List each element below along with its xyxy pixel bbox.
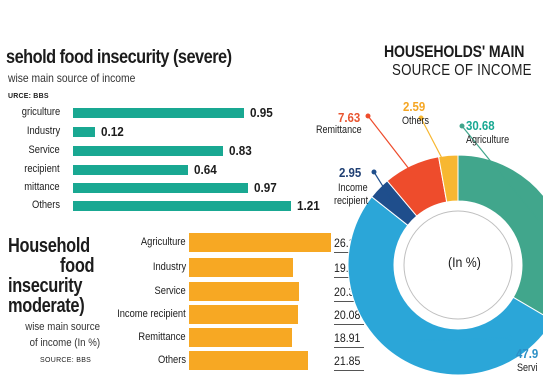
moderate-chart-subtitle-line: wise main source — [25, 321, 100, 333]
severe-bar — [73, 127, 95, 137]
severe-category-label: griculture — [21, 106, 60, 118]
service-value: 47.9 — [516, 346, 539, 361]
others-value: 2.59 — [403, 99, 426, 114]
agriculture-value: 30.68 — [466, 118, 495, 133]
donut-slice — [457, 154, 543, 316]
severe-value-label: 0.97 — [253, 180, 277, 195]
pie-chart-title: HOUSEHOLDS' MAIN — [384, 42, 525, 61]
leader-dot — [418, 115, 424, 121]
moderate-bar — [189, 282, 300, 301]
leader-dot — [507, 335, 513, 341]
others-label: Others — [402, 115, 430, 127]
income-recipient-value: 2.95 — [339, 165, 362, 180]
severe-value-label: 0.95 — [250, 105, 273, 120]
moderate-chart-title-line: insecurity — [8, 275, 83, 297]
severe-bar — [73, 201, 291, 211]
value-underline — [334, 370, 364, 371]
severe-category-label: Service — [28, 144, 60, 156]
donut-slice — [347, 196, 543, 376]
severe-bar — [73, 165, 189, 175]
moderate-bar — [189, 305, 299, 324]
leader-line — [373, 171, 393, 202]
severe-bar — [73, 183, 248, 193]
value-underline — [334, 324, 364, 325]
leader-line — [367, 115, 420, 183]
moderate-category-label: Service — [154, 285, 186, 297]
remittance-value: 7.63 — [338, 110, 361, 125]
moderate-bar — [189, 351, 308, 370]
leader-dot — [459, 123, 465, 129]
moderate-chart-title-line: food — [60, 255, 95, 277]
severe-category-label: recipient — [24, 163, 60, 175]
severe-category-label: Industry — [26, 125, 60, 137]
moderate-category-label: Industry — [152, 261, 186, 273]
severe-value-label: 0.83 — [228, 143, 252, 158]
moderate-value-label: 18.91 — [334, 331, 361, 345]
severe-category-label: mittance — [24, 181, 60, 193]
value-underline — [334, 347, 364, 348]
moderate-category-label: Agriculture — [141, 236, 186, 248]
moderate-bar — [189, 233, 331, 252]
severe-value-label: 1.21 — [297, 198, 320, 213]
donut-center-label: (In %) — [448, 254, 481, 270]
severe-bar — [73, 108, 245, 118]
severe-value-label: 0.12 — [100, 124, 124, 139]
severe-chart-subtitle: wise main source of income — [8, 71, 136, 85]
leader-line — [461, 125, 539, 220]
moderate-value-label: 21.85 — [334, 354, 361, 368]
moderate-chart-title-line: Household — [8, 235, 90, 257]
leader-dot — [365, 113, 371, 119]
service-label: Servi — [517, 362, 538, 374]
moderate-chart-subtitle-line: of income (In %) — [29, 337, 100, 349]
severe-bar — [73, 146, 223, 156]
value-underline — [334, 301, 364, 302]
donut-inner-ring — [397, 204, 519, 326]
moderate-chart-title-line: moderate) — [8, 295, 85, 317]
donut-slice — [438, 154, 459, 203]
leader-dot — [371, 169, 377, 175]
income-recipient-label-line: Income — [338, 182, 368, 194]
moderate-category-label: Income recipient — [117, 308, 186, 320]
moderate-category-label: Others — [157, 354, 186, 366]
income-recipient-label-line: recipient — [334, 195, 369, 207]
severe-chart-title: sehold food insecurity (severe) — [6, 47, 232, 68]
leader-line — [420, 117, 451, 174]
severe-chart-source: URCE: BBS — [8, 93, 49, 100]
moderate-value-label: 20.08 — [334, 308, 361, 322]
moderate-bar — [189, 258, 293, 277]
severe-category-label: Others — [31, 199, 60, 211]
remittance-label: Remittance — [316, 124, 362, 136]
pie-chart-subtitle: SOURCE OF INCOME — [392, 62, 532, 79]
donut-inner-circle — [403, 210, 513, 320]
agriculture-label: Agriculture — [466, 134, 510, 146]
moderate-bar — [189, 328, 292, 347]
moderate-chart-source: SOURCE: BBS — [40, 357, 92, 364]
severe-value-label: 0.64 — [194, 162, 218, 177]
moderate-category-label: Remittance — [138, 331, 186, 343]
leader-line — [406, 337, 511, 342]
